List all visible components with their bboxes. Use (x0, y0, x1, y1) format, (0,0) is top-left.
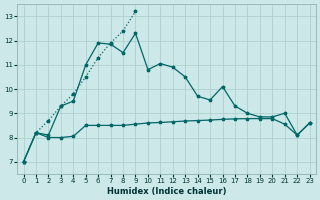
X-axis label: Humidex (Indice chaleur): Humidex (Indice chaleur) (107, 187, 226, 196)
